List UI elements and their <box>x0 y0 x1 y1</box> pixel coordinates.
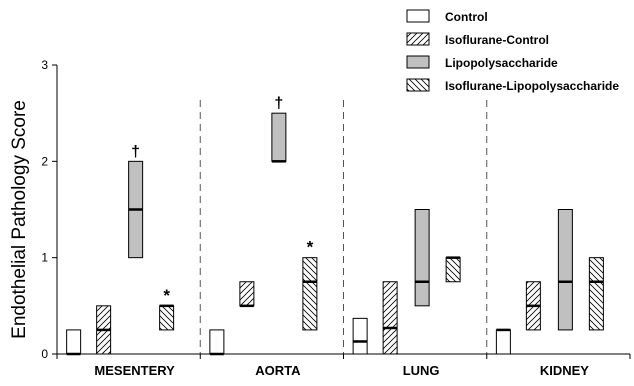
legend-swatch <box>406 9 430 23</box>
category-label: LUNG <box>403 363 440 378</box>
box-lipopolysaccharide-lung <box>414 209 430 307</box>
box-lipopolysaccharide-aorta <box>271 112 287 162</box>
category-label: AORTA <box>255 363 301 378</box>
significance-marker: * <box>163 286 170 305</box>
box-isoflurane-lipopolysaccharide-mesentery <box>159 305 175 331</box>
legend-label: Isoflurane-Control <box>445 33 549 47</box>
legend-swatch <box>406 55 430 69</box>
category-label: KIDNEY <box>540 363 589 378</box>
labels: 0 1 2 3 MESENTERY AORTA LUNG KIDNEY Endothelial … <box>9 58 589 378</box>
box-isoflurane-lipopolysaccharide-kidney <box>588 257 604 331</box>
significance-marker: † <box>131 143 140 160</box>
y-tick-label: 3 <box>41 58 48 72</box>
box-control-mesentery <box>66 329 82 355</box>
box-control-aorta <box>209 329 225 355</box>
category-label: MESENTERY <box>94 363 175 378</box>
box-isoflurane-control-aorta <box>239 281 255 307</box>
box-isoflurane-lipopolysaccharide-lung <box>445 257 461 283</box>
legend-swatch <box>406 78 430 92</box>
legend-swatch <box>406 32 430 46</box>
significance-marker: * <box>307 238 314 257</box>
legend-label: Lipopolysaccharide <box>445 56 558 70</box>
box-isoflurane-control-lung <box>382 281 398 355</box>
box-isoflurane-lipopolysaccharide-aorta <box>302 257 318 331</box>
axes <box>52 64 631 359</box>
legend-label: Isoflurane-Lipopolysaccharide <box>445 79 619 93</box>
box-lipopolysaccharide-kidney <box>557 209 573 331</box>
boxes <box>66 112 604 356</box>
legend-label: Control <box>445 10 488 24</box>
separators <box>199 100 488 354</box>
legend: Control Isoflurane-Control Lipopolysacchar… <box>406 9 619 93</box>
y-tick-label: 1 <box>41 251 48 265</box>
y-axis-title: Endothelial Pathology Score <box>9 100 30 339</box>
significance-marker: † <box>274 95 283 112</box>
box-control-kidney <box>495 329 511 355</box>
box-control-lung <box>352 317 368 355</box>
y-tick-label: 2 <box>41 154 48 168</box>
y-tick-label: 0 <box>41 347 48 361</box>
